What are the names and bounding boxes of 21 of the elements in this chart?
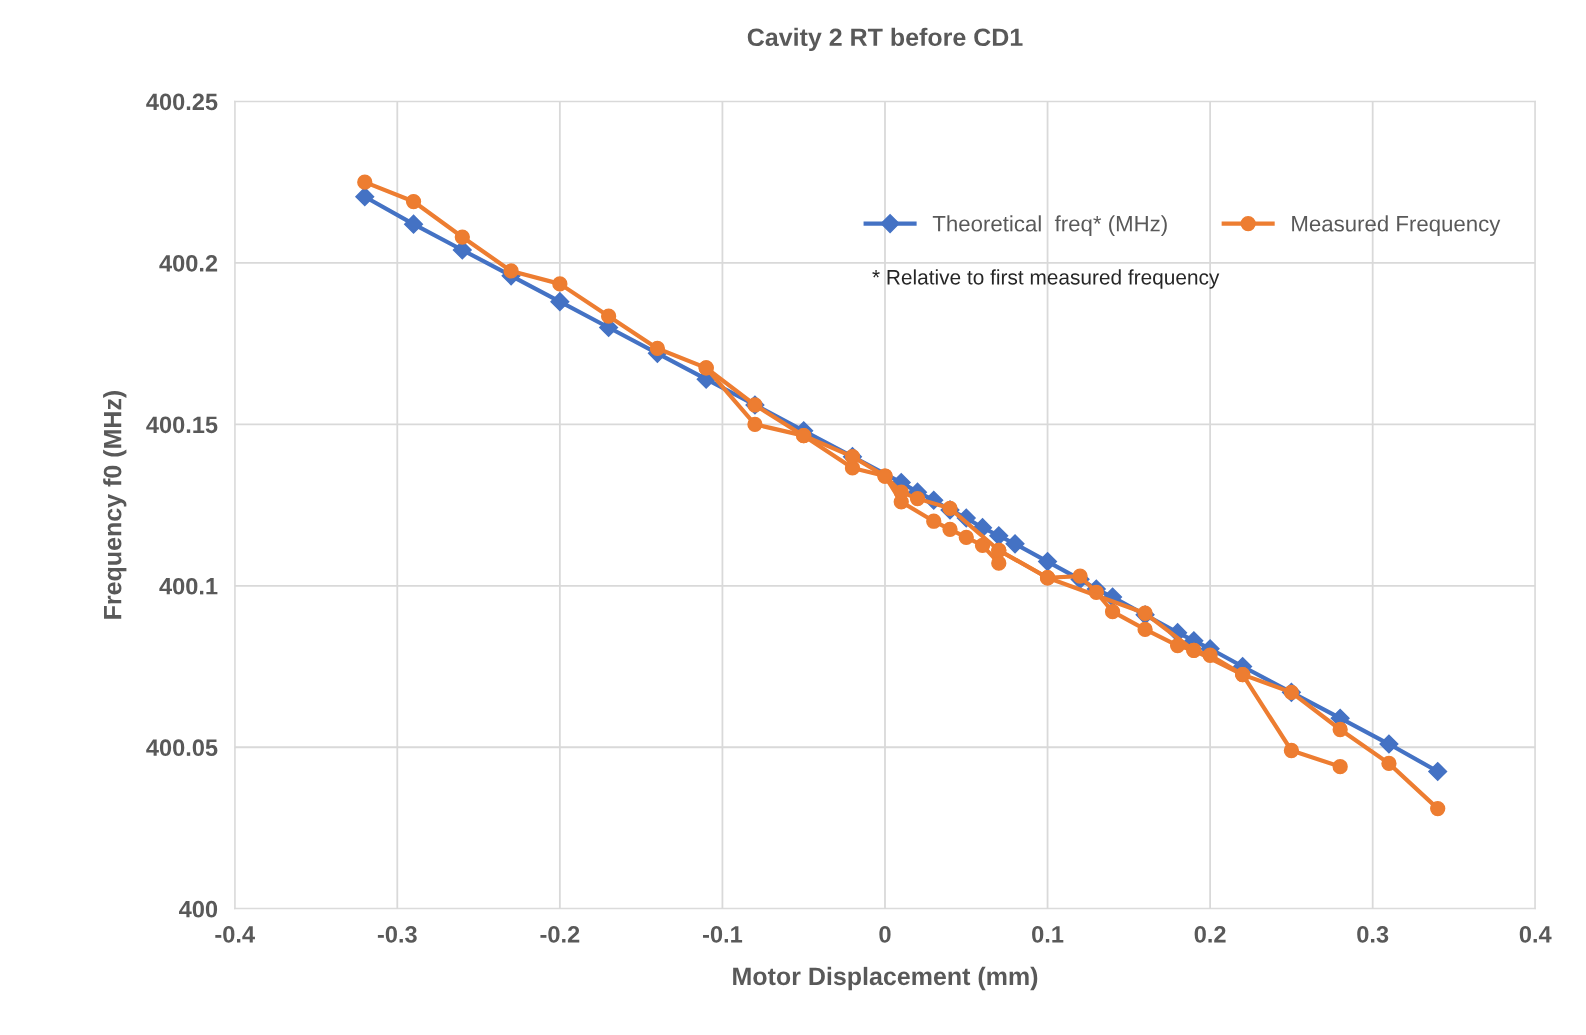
x-tick-label: -0.2 xyxy=(540,926,580,943)
x-tick-label: 0.4 xyxy=(1519,926,1552,943)
annotation: * Relative to first measured frequency xyxy=(872,269,1220,289)
y-tick-label: 400.2 xyxy=(159,254,218,272)
y-tick-label: 400.1 xyxy=(159,577,218,595)
x-tick-label: 0 xyxy=(879,926,891,943)
x-tick-label: -0.3 xyxy=(377,926,417,943)
y-tick-label: 400 xyxy=(179,900,218,918)
y-tick-label: 400.05 xyxy=(146,739,218,757)
y-tick-label: 400.15 xyxy=(146,416,218,434)
x-tick-label: -0.1 xyxy=(703,926,743,943)
y-axis-title: Frequency f0 (MHz) xyxy=(103,391,127,619)
x-tick-label: 0.3 xyxy=(1357,926,1389,943)
legend-label: Measured Frequency xyxy=(1292,215,1501,236)
x-tick-label: 0.1 xyxy=(1032,926,1064,943)
chart-title: Cavity 2 RT before CD1 xyxy=(747,27,1023,52)
x-tick-label: -0.4 xyxy=(215,926,255,943)
x-tick-label: 0.2 xyxy=(1194,926,1226,943)
legend-label: Theoretical freq* (MHz) xyxy=(932,215,1167,236)
x-axis-title: Motor Displacement (mm) xyxy=(733,966,1038,991)
y-tick-label: 400.25 xyxy=(146,93,218,111)
